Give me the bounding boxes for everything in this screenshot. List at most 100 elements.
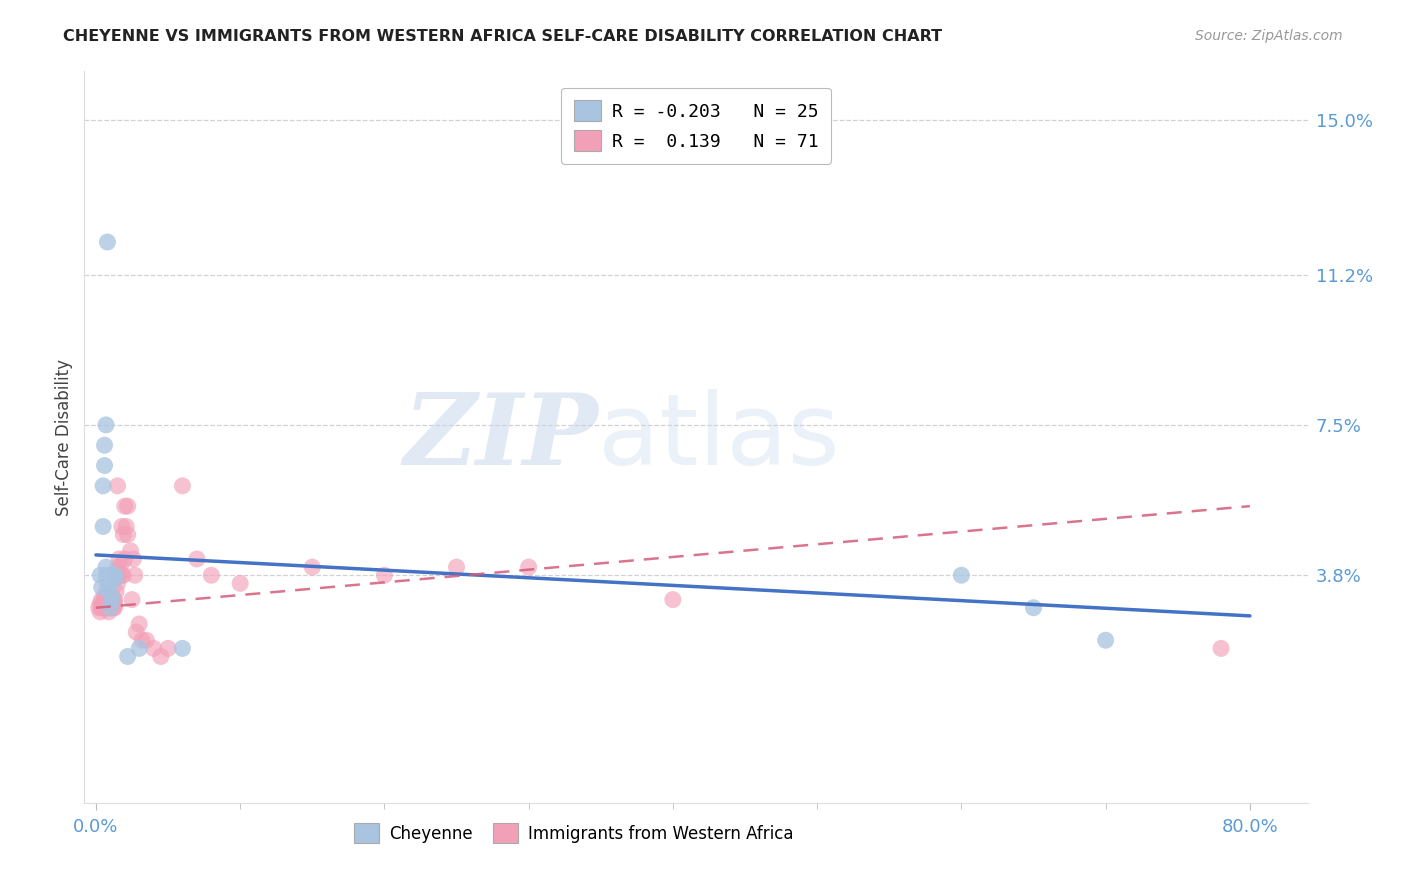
Text: CHEYENNE VS IMMIGRANTS FROM WESTERN AFRICA SELF-CARE DISABILITY CORRELATION CHAR: CHEYENNE VS IMMIGRANTS FROM WESTERN AFRI… bbox=[63, 29, 942, 44]
Point bbox=[90, 600, 112, 615]
Text: Source: ZipAtlas.com: Source: ZipAtlas.com bbox=[1195, 29, 1343, 43]
Point bbox=[111, 519, 134, 533]
Point bbox=[96, 589, 118, 603]
Point bbox=[97, 605, 120, 619]
Y-axis label: Self-Care Disability: Self-Care Disability bbox=[55, 359, 73, 516]
Point bbox=[91, 597, 114, 611]
Point bbox=[94, 417, 117, 432]
Point bbox=[94, 568, 117, 582]
Point bbox=[100, 600, 122, 615]
Point bbox=[107, 479, 129, 493]
Point bbox=[950, 568, 973, 582]
Point bbox=[91, 479, 114, 493]
Text: atlas: atlas bbox=[598, 389, 839, 485]
Point bbox=[1022, 600, 1045, 615]
Point bbox=[87, 600, 110, 615]
Point bbox=[97, 592, 120, 607]
Point bbox=[103, 568, 125, 582]
Point bbox=[93, 458, 115, 473]
Point bbox=[93, 592, 115, 607]
Point bbox=[100, 592, 122, 607]
Point bbox=[98, 592, 121, 607]
Point bbox=[96, 581, 118, 595]
Point bbox=[149, 649, 172, 664]
Point bbox=[97, 576, 120, 591]
Point bbox=[157, 641, 180, 656]
Point bbox=[94, 597, 117, 611]
Point bbox=[373, 568, 395, 582]
Point bbox=[115, 519, 138, 533]
Point bbox=[93, 600, 115, 615]
Point bbox=[97, 600, 120, 615]
Point bbox=[131, 633, 153, 648]
Point bbox=[89, 597, 111, 611]
Point bbox=[98, 600, 121, 615]
Point bbox=[517, 560, 540, 574]
Point bbox=[100, 592, 122, 607]
Point bbox=[105, 568, 128, 582]
Point bbox=[117, 527, 139, 541]
Point bbox=[94, 600, 117, 615]
Point bbox=[105, 584, 128, 599]
Point bbox=[117, 649, 139, 664]
Point bbox=[135, 633, 157, 648]
Point bbox=[104, 597, 127, 611]
Point bbox=[662, 592, 685, 607]
Point bbox=[117, 499, 139, 513]
Point bbox=[103, 592, 125, 607]
Point bbox=[128, 617, 150, 632]
Point bbox=[103, 600, 125, 615]
Point bbox=[104, 592, 127, 607]
Point bbox=[111, 568, 134, 582]
Point bbox=[301, 560, 323, 574]
Point bbox=[91, 600, 114, 615]
Point bbox=[125, 625, 148, 640]
Point bbox=[114, 499, 136, 513]
Point bbox=[1209, 641, 1232, 656]
Legend: Cheyenne, Immigrants from Western Africa: Cheyenne, Immigrants from Western Africa bbox=[347, 817, 800, 849]
Point bbox=[89, 605, 111, 619]
Point bbox=[108, 552, 131, 566]
Point bbox=[108, 568, 131, 582]
Point bbox=[94, 592, 117, 607]
Point bbox=[96, 600, 118, 615]
Point bbox=[446, 560, 468, 574]
Point bbox=[172, 479, 194, 493]
Point bbox=[91, 519, 114, 533]
Point bbox=[98, 568, 121, 582]
Point bbox=[89, 568, 111, 582]
Point bbox=[200, 568, 222, 582]
Point bbox=[114, 552, 136, 566]
Point bbox=[100, 589, 122, 603]
Point bbox=[96, 235, 118, 249]
Point bbox=[122, 552, 145, 566]
Point bbox=[142, 641, 165, 656]
Point bbox=[112, 527, 135, 541]
Point bbox=[98, 600, 121, 615]
Point bbox=[124, 568, 146, 582]
Point bbox=[104, 568, 127, 582]
Point bbox=[90, 592, 112, 607]
Point bbox=[128, 641, 150, 656]
Point bbox=[93, 438, 115, 452]
Text: ZIP: ZIP bbox=[404, 389, 598, 485]
Point bbox=[1094, 633, 1116, 648]
Point bbox=[107, 576, 129, 591]
Point bbox=[107, 560, 129, 574]
Point bbox=[96, 597, 118, 611]
Point bbox=[104, 600, 127, 615]
Point bbox=[229, 576, 252, 591]
Point bbox=[100, 597, 122, 611]
Point bbox=[93, 589, 115, 603]
Point bbox=[186, 552, 208, 566]
Point bbox=[104, 572, 127, 586]
Point bbox=[97, 597, 120, 611]
Point bbox=[120, 544, 142, 558]
Point bbox=[103, 597, 125, 611]
Point bbox=[112, 568, 135, 582]
Point bbox=[94, 560, 117, 574]
Point bbox=[110, 560, 132, 574]
Point bbox=[172, 641, 194, 656]
Point bbox=[98, 597, 121, 611]
Point bbox=[98, 589, 121, 603]
